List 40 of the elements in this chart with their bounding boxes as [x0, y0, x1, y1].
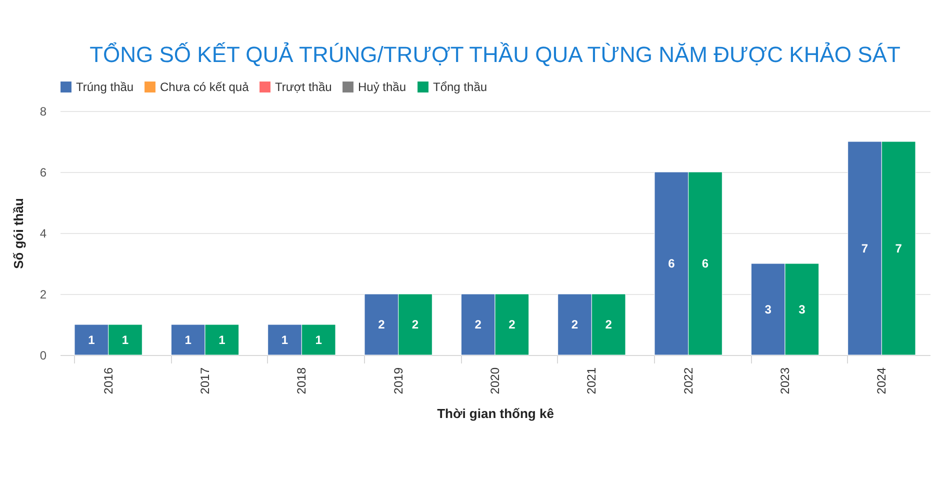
data-label: 1 — [218, 332, 226, 347]
y-tick-label: 0 — [40, 348, 47, 362]
data-label: 1 — [122, 332, 129, 347]
legend-label: Trượt thầu — [275, 80, 332, 94]
data-label: 6 — [702, 256, 709, 270]
legend-label: Huỷ thầu — [358, 80, 406, 94]
x-tick-label: 2024 — [874, 367, 889, 394]
data-label: 2 — [605, 318, 612, 332]
x-tick-label: 2022 — [681, 367, 696, 394]
data-label: 1 — [184, 332, 192, 347]
data-label: 1 — [315, 332, 322, 347]
data-label: 2 — [508, 318, 516, 332]
data-label: 2 — [571, 318, 578, 332]
y-tick-label: 8 — [40, 104, 47, 118]
data-label: 1 — [281, 332, 288, 347]
data-label: 2 — [378, 318, 386, 332]
data-label: 7 — [895, 241, 902, 256]
data-label: 3 — [798, 302, 806, 316]
chart-title: TỔNG SỐ KẾT QUẢ TRÚNG/TRƯỢT THẦU QUA TỪNG NĂM ĐƯỢC KHẢO SÁT — [90, 42, 900, 67]
y-axis-title: Số gói thầu — [10, 198, 26, 269]
data-label: 2 — [412, 318, 419, 332]
data-label: 7 — [861, 241, 868, 256]
y-tick-label: 2 — [40, 288, 47, 302]
x-tick-label: 2017 — [198, 367, 212, 394]
data-label: 6 — [668, 256, 676, 270]
legend-label: Chưa có kết quả — [160, 80, 250, 94]
y-tick-label: 4 — [40, 226, 47, 240]
legend-label: Tổng thầu — [433, 80, 488, 94]
data-label: 1 — [88, 332, 96, 347]
x-tick-label: 2023 — [778, 367, 792, 394]
x-tick-label: 2021 — [584, 367, 599, 394]
data-label: 3 — [764, 302, 772, 316]
data-label: 2 — [474, 318, 482, 332]
x-tick-label: 2019 — [391, 367, 406, 394]
x-tick-label: 2018 — [294, 367, 309, 394]
x-tick-label: 2016 — [101, 367, 116, 394]
legend-label: Trúng thầu — [76, 80, 134, 94]
y-tick-label: 6 — [40, 166, 47, 180]
x-tick-label: 2020 — [488, 367, 502, 394]
x-axis-title: Thời gian thống kê — [437, 406, 554, 422]
